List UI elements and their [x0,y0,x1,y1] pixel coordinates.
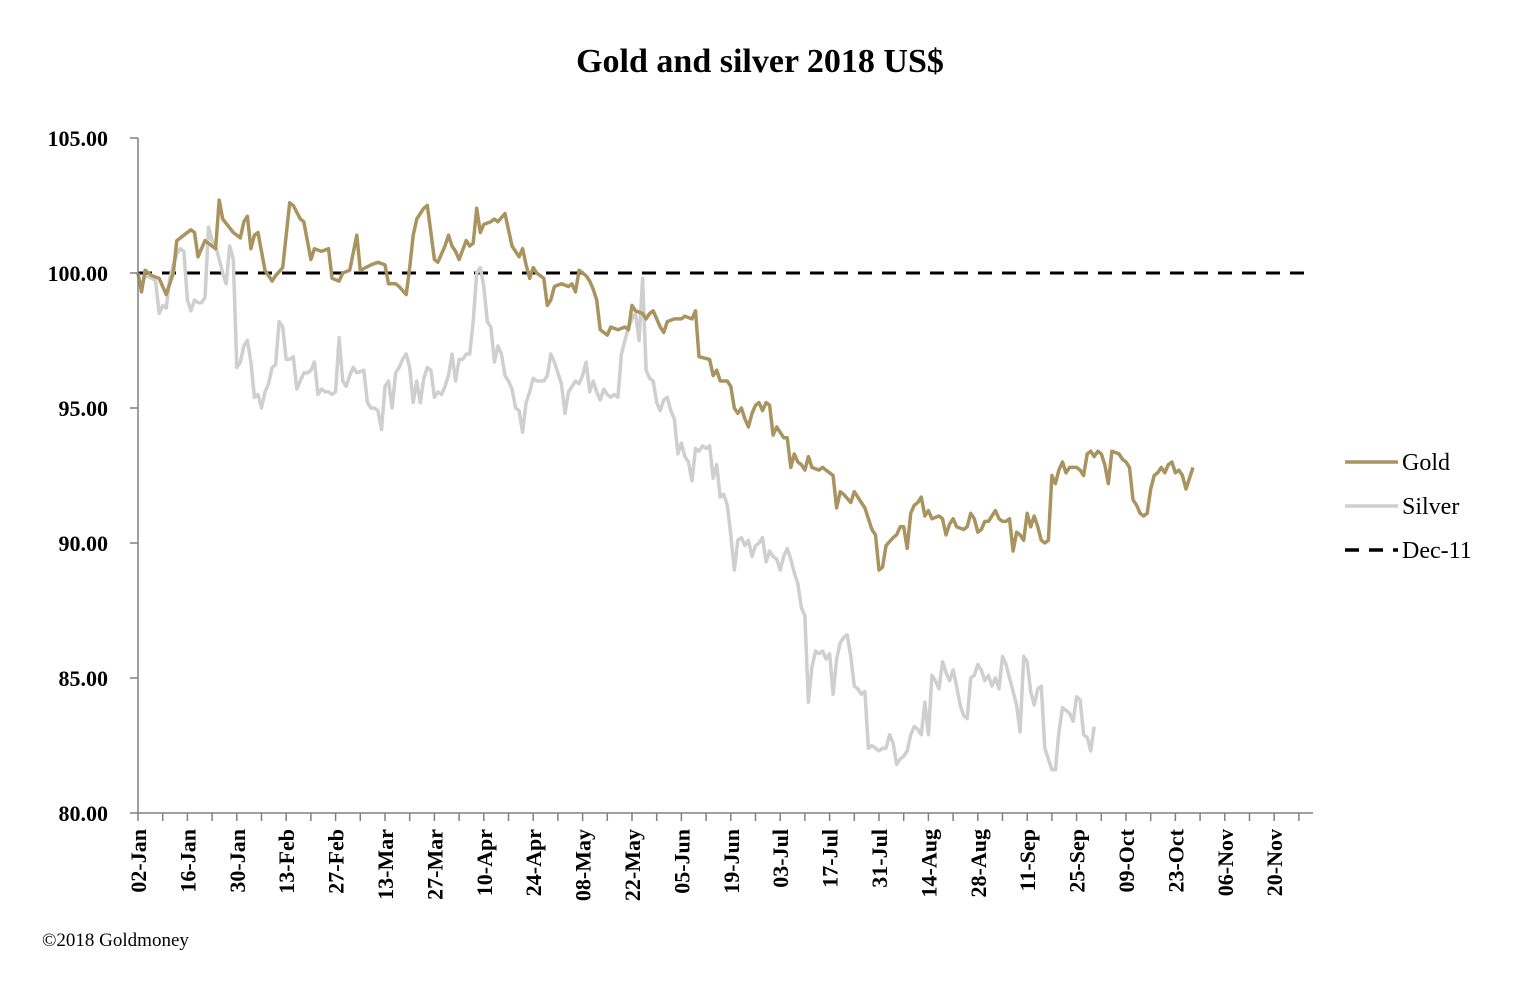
y-tick-label: 90.00 [59,531,109,556]
x-tick-label: 05-Jun [669,829,694,894]
x-tick-label: 16-Jan [175,829,200,893]
x-tick-label: 08-May [571,829,596,901]
copyright-text: ©2018 Goldmoney [42,930,189,951]
series-line-silver [136,225,1096,772]
x-tick-label: 19-Jun [719,829,744,894]
x-tick-label: 17-Jul [818,829,843,888]
x-tick-label: 13-Feb [274,829,299,894]
series-line-gold [136,198,1195,572]
y-tick-label: 105.00 [48,126,109,151]
x-tick-label: 27-Mar [422,829,447,900]
x-tick-label: 30-Jan [225,829,250,893]
x-tick-label: 09-Oct [1114,828,1139,892]
y-tick-label: 85.00 [59,666,109,691]
x-tick-label: 24-Apr [521,829,546,896]
x-tick-label: 06-Nov [1213,829,1238,896]
y-tick-label: 100.00 [48,261,109,286]
y-tick-label: 80.00 [59,801,109,826]
x-tick-label: 20-Nov [1262,829,1287,896]
x-tick-label: 31-Jul [867,829,892,888]
x-tick-label: 28-Aug [966,829,991,897]
y-axis: 80.00 85.00 90.00 95.00 100.00 105.00 [48,126,139,826]
x-tick-label: 25-Sep [1065,829,1090,893]
legend-label-gold: Gold [1402,450,1450,476]
chart-title: Gold and silver 2018 US$ [576,43,944,80]
x-tick-label: 13-Mar [373,829,398,900]
x-tick-label: 14-Aug [916,829,941,897]
y-tick-label: 95.00 [59,396,109,421]
legend: Gold Silver Dec-11 [1345,450,1472,564]
x-tick-label: 27-Feb [324,829,349,894]
x-tick-label: 11-Sep [1015,829,1040,891]
x-tick-label: 22-May [620,829,645,901]
legend-label-dec-11: Dec-11 [1402,538,1472,564]
plot-area [136,198,1313,772]
x-tick-label: 10-Apr [472,829,497,896]
x-tick-label: 23-Oct [1163,828,1188,892]
x-tick-label: 02-Jan [126,829,151,893]
x-tick-label: 03-Jul [768,829,793,888]
legend-label-silver: Silver [1402,494,1459,520]
x-axis: 02-Jan 16-Jan 30-Jan 13-Feb 27-Feb 13-Mar 27-M… [126,812,1313,901]
